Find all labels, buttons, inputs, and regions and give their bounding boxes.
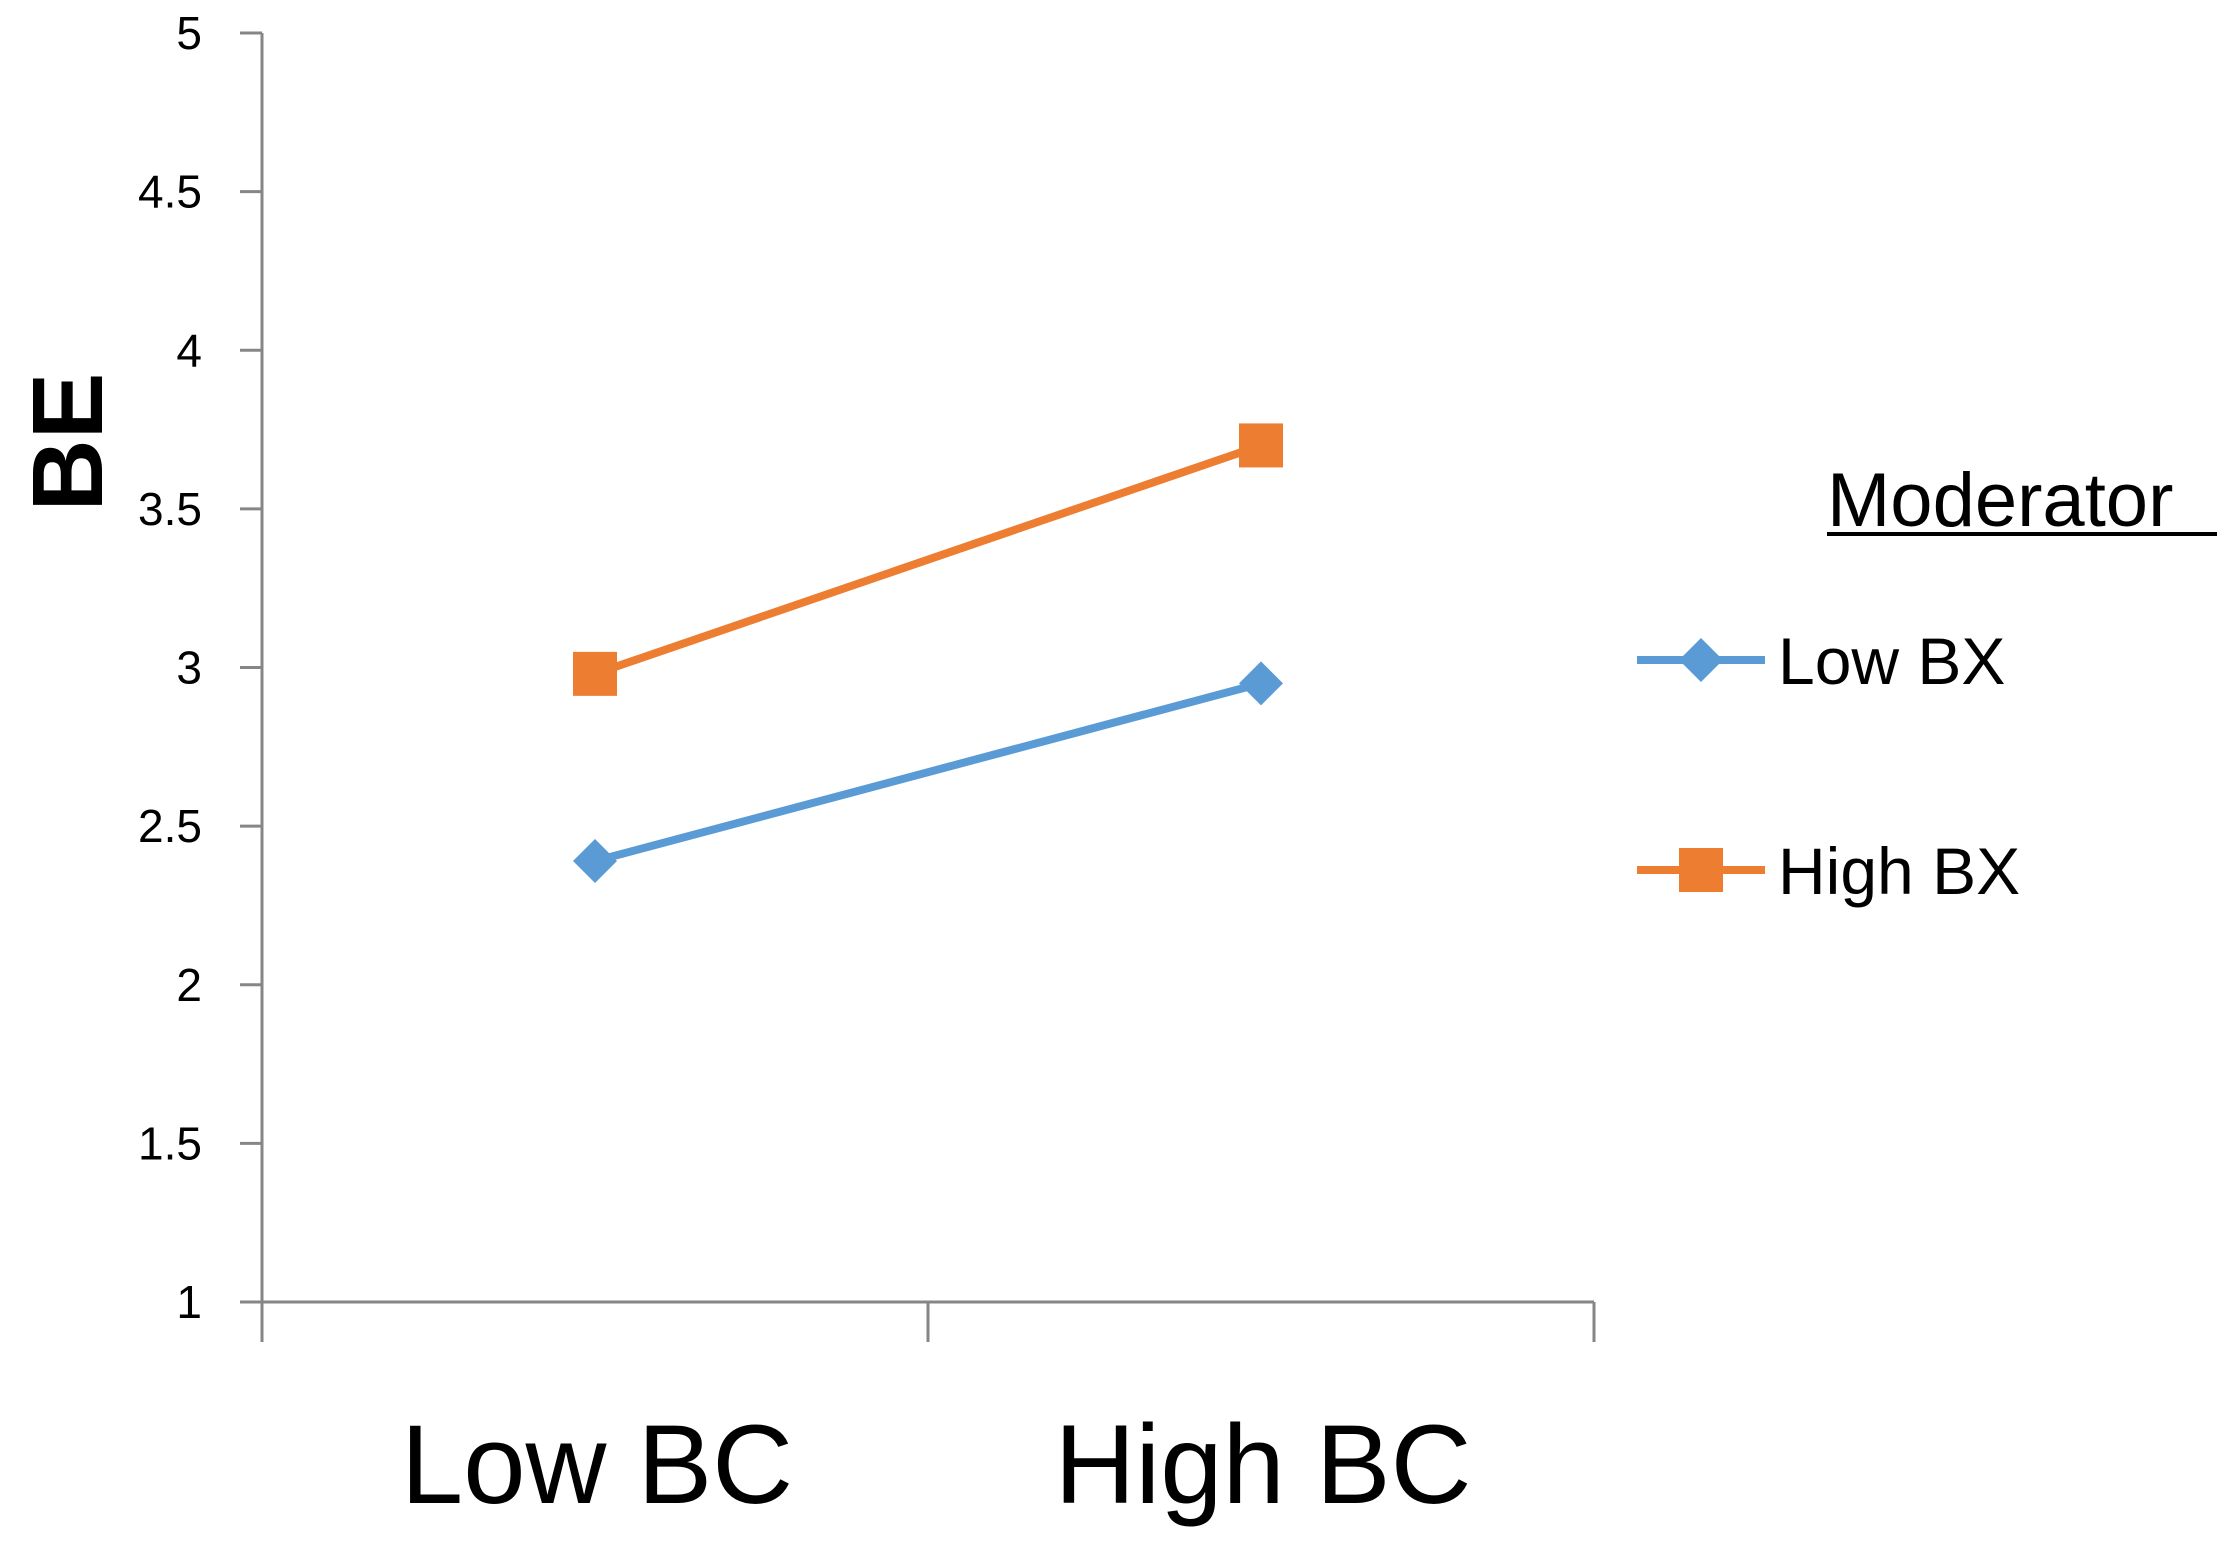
series-low-bx (573, 661, 1283, 884)
legend-items: Low BX High BX (1637, 624, 2020, 908)
x-category-label: High BC (1054, 1402, 1471, 1527)
series-line (593, 441, 1263, 678)
x-axis-categories: Low BC High BC (401, 1402, 1472, 1527)
data-point (573, 839, 617, 884)
legend-label: Low BX (1778, 624, 2005, 698)
y-tick-label: 2 (176, 959, 202, 1011)
y-tick-label: 4 (176, 324, 202, 376)
y-tick-label: 3 (176, 642, 202, 694)
series-layer (573, 423, 1283, 884)
data-point (1239, 423, 1283, 468)
y-axis-ticks: 1 1.5 2 2.5 3 3.5 4 4.5 5 (138, 7, 262, 1328)
y-tick-label: 3.5 (138, 483, 202, 535)
legend-item: Low BX (1637, 624, 2005, 698)
legend: Moderator Low BX High BX (1637, 458, 2217, 908)
y-tick-label: 2.5 (138, 800, 202, 852)
legend-title: Moderator (1827, 458, 2173, 543)
legend-swatch-marker (1679, 848, 1723, 892)
y-tick-label: 4.5 (138, 166, 202, 218)
legend-item: High BX (1637, 834, 2020, 908)
y-tick-label: 1.5 (138, 1117, 202, 1169)
data-point (1239, 661, 1283, 706)
y-tick-label: 5 (176, 7, 202, 59)
legend-label: High BX (1778, 834, 2020, 908)
series-line (593, 679, 1263, 865)
y-axis-label: BE (12, 373, 124, 512)
series-high-bx (573, 423, 1283, 696)
data-point (573, 651, 617, 696)
y-tick-label: 1 (176, 1276, 202, 1328)
legend-swatch-marker (1679, 638, 1723, 682)
axes (260, 33, 1596, 1342)
x-category-label: Low BC (401, 1402, 793, 1527)
